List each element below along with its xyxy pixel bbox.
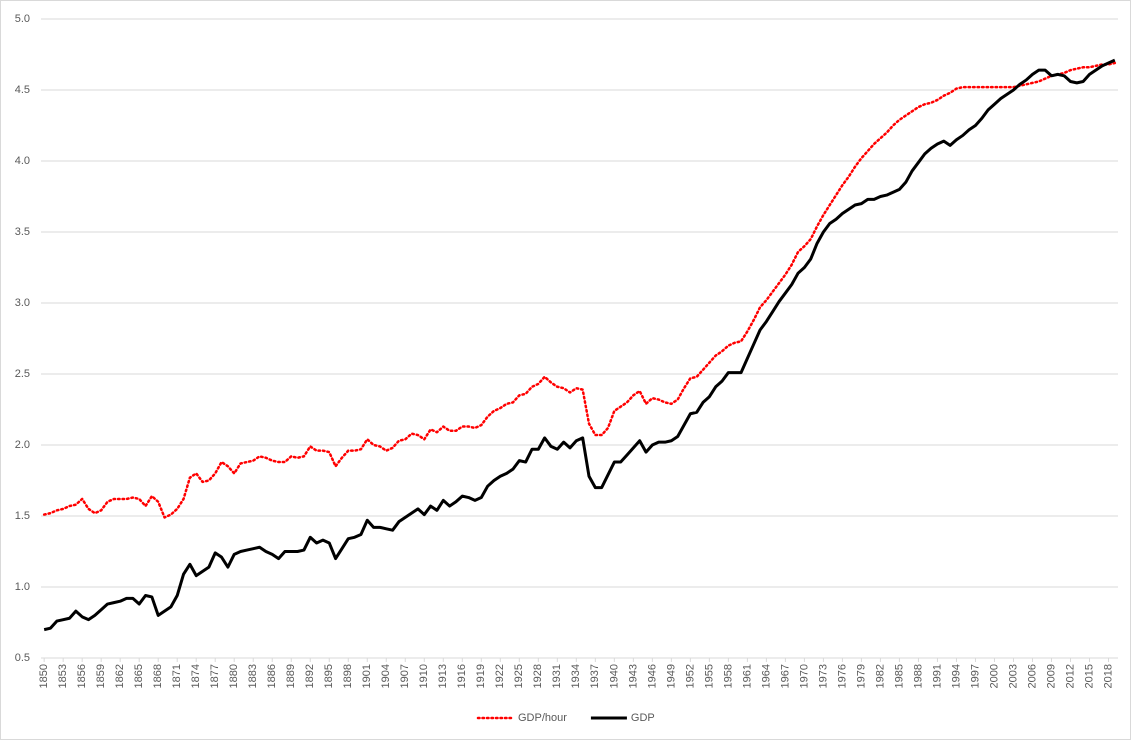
x-tick-label: 1976 bbox=[836, 664, 848, 688]
x-tick-label: 1907 bbox=[399, 664, 411, 688]
x-tick-label: 1952 bbox=[684, 664, 696, 688]
series-line bbox=[43, 58, 1116, 632]
y-tick-label: 4.0 bbox=[15, 155, 30, 167]
x-tick-label: 1886 bbox=[266, 664, 278, 688]
x-tick-label: 2009 bbox=[1045, 664, 1057, 688]
y-tick-label: 3.0 bbox=[15, 297, 30, 309]
x-tick-label: 1913 bbox=[437, 664, 449, 688]
x-tick-label: 2015 bbox=[1083, 664, 1095, 688]
x-tick-label: 1961 bbox=[741, 664, 753, 688]
x-tick-label: 1970 bbox=[798, 664, 810, 688]
y-tick-label: 4.5 bbox=[15, 84, 30, 96]
x-tick-label: 1928 bbox=[532, 664, 544, 688]
x-tick-label: 1934 bbox=[570, 664, 582, 688]
x-tick-label: 1877 bbox=[209, 664, 221, 688]
x-tick-label: 1955 bbox=[703, 664, 715, 688]
x-tick-label: 1964 bbox=[760, 664, 772, 688]
y-tick-label: 3.5 bbox=[15, 226, 30, 238]
y-tick-label: 5.0 bbox=[15, 13, 30, 25]
x-tick-label: 1904 bbox=[380, 664, 392, 688]
x-tick-label: 1916 bbox=[456, 664, 468, 688]
x-tick-label: 2003 bbox=[1007, 664, 1019, 688]
x-tick-label: 1874 bbox=[190, 664, 202, 688]
x-tick-label: 1850 bbox=[38, 664, 50, 688]
x-tick-label: 1895 bbox=[323, 664, 335, 688]
x-tick-label: 1856 bbox=[76, 664, 88, 688]
x-tick-label: 1940 bbox=[608, 664, 620, 688]
legend-label: GDP bbox=[631, 712, 655, 724]
x-tick-label: 1991 bbox=[931, 664, 943, 688]
x-tick-label: 2000 bbox=[988, 664, 1000, 688]
x-tick-label: 1997 bbox=[969, 664, 981, 688]
x-tick-label: 1889 bbox=[285, 664, 297, 688]
x-tick-label: 1994 bbox=[950, 664, 962, 688]
x-tick-label: 2012 bbox=[1064, 664, 1076, 688]
x-tick-label: 1892 bbox=[304, 664, 316, 688]
x-tick-label: 1871 bbox=[171, 664, 183, 688]
x-tick-label: 1982 bbox=[874, 664, 886, 688]
y-tick-label: 1.0 bbox=[15, 581, 30, 593]
x-tick-label: 1919 bbox=[475, 664, 487, 688]
x-tick-label: 1901 bbox=[361, 664, 373, 688]
x-tick-label: 1958 bbox=[722, 664, 734, 688]
x-tick-label: 1925 bbox=[513, 664, 525, 688]
x-tick-label: 1967 bbox=[779, 664, 791, 688]
x-tick-label: 1922 bbox=[494, 664, 506, 688]
x-tick-label: 1985 bbox=[893, 664, 905, 688]
y-tick-label: 1.5 bbox=[15, 510, 30, 522]
x-tick-label: 1943 bbox=[627, 664, 639, 688]
x-tick-label: 1931 bbox=[551, 664, 563, 688]
x-tick-label: 1973 bbox=[817, 664, 829, 688]
x-tick-label: 1853 bbox=[57, 664, 69, 688]
y-tick-label: 0.5 bbox=[15, 652, 30, 664]
x-tick-label: 1880 bbox=[228, 664, 240, 688]
x-tick-label: 1883 bbox=[247, 664, 259, 688]
x-tick-label: 1862 bbox=[114, 664, 126, 688]
x-tick-label: 1988 bbox=[912, 664, 924, 688]
x-tick-label: 2006 bbox=[1026, 664, 1038, 688]
x-tick-label: 2018 bbox=[1102, 664, 1114, 688]
x-tick-label: 1898 bbox=[342, 664, 354, 688]
x-tick-label: 1865 bbox=[133, 664, 145, 688]
x-tick-label: 1949 bbox=[665, 664, 677, 688]
x-tick-label: 1910 bbox=[418, 664, 430, 688]
y-tick-label: 2.5 bbox=[15, 368, 30, 380]
x-tick-label: 1979 bbox=[855, 664, 867, 688]
legend-label: GDP/hour bbox=[518, 712, 567, 724]
x-tick-label: 1859 bbox=[95, 664, 107, 688]
x-tick-label: 1868 bbox=[152, 664, 164, 688]
series-line bbox=[42, 61, 1117, 519]
y-tick-label: 2.0 bbox=[15, 439, 30, 451]
x-tick-label: 1937 bbox=[589, 664, 601, 688]
x-tick-label: 1946 bbox=[646, 664, 658, 688]
